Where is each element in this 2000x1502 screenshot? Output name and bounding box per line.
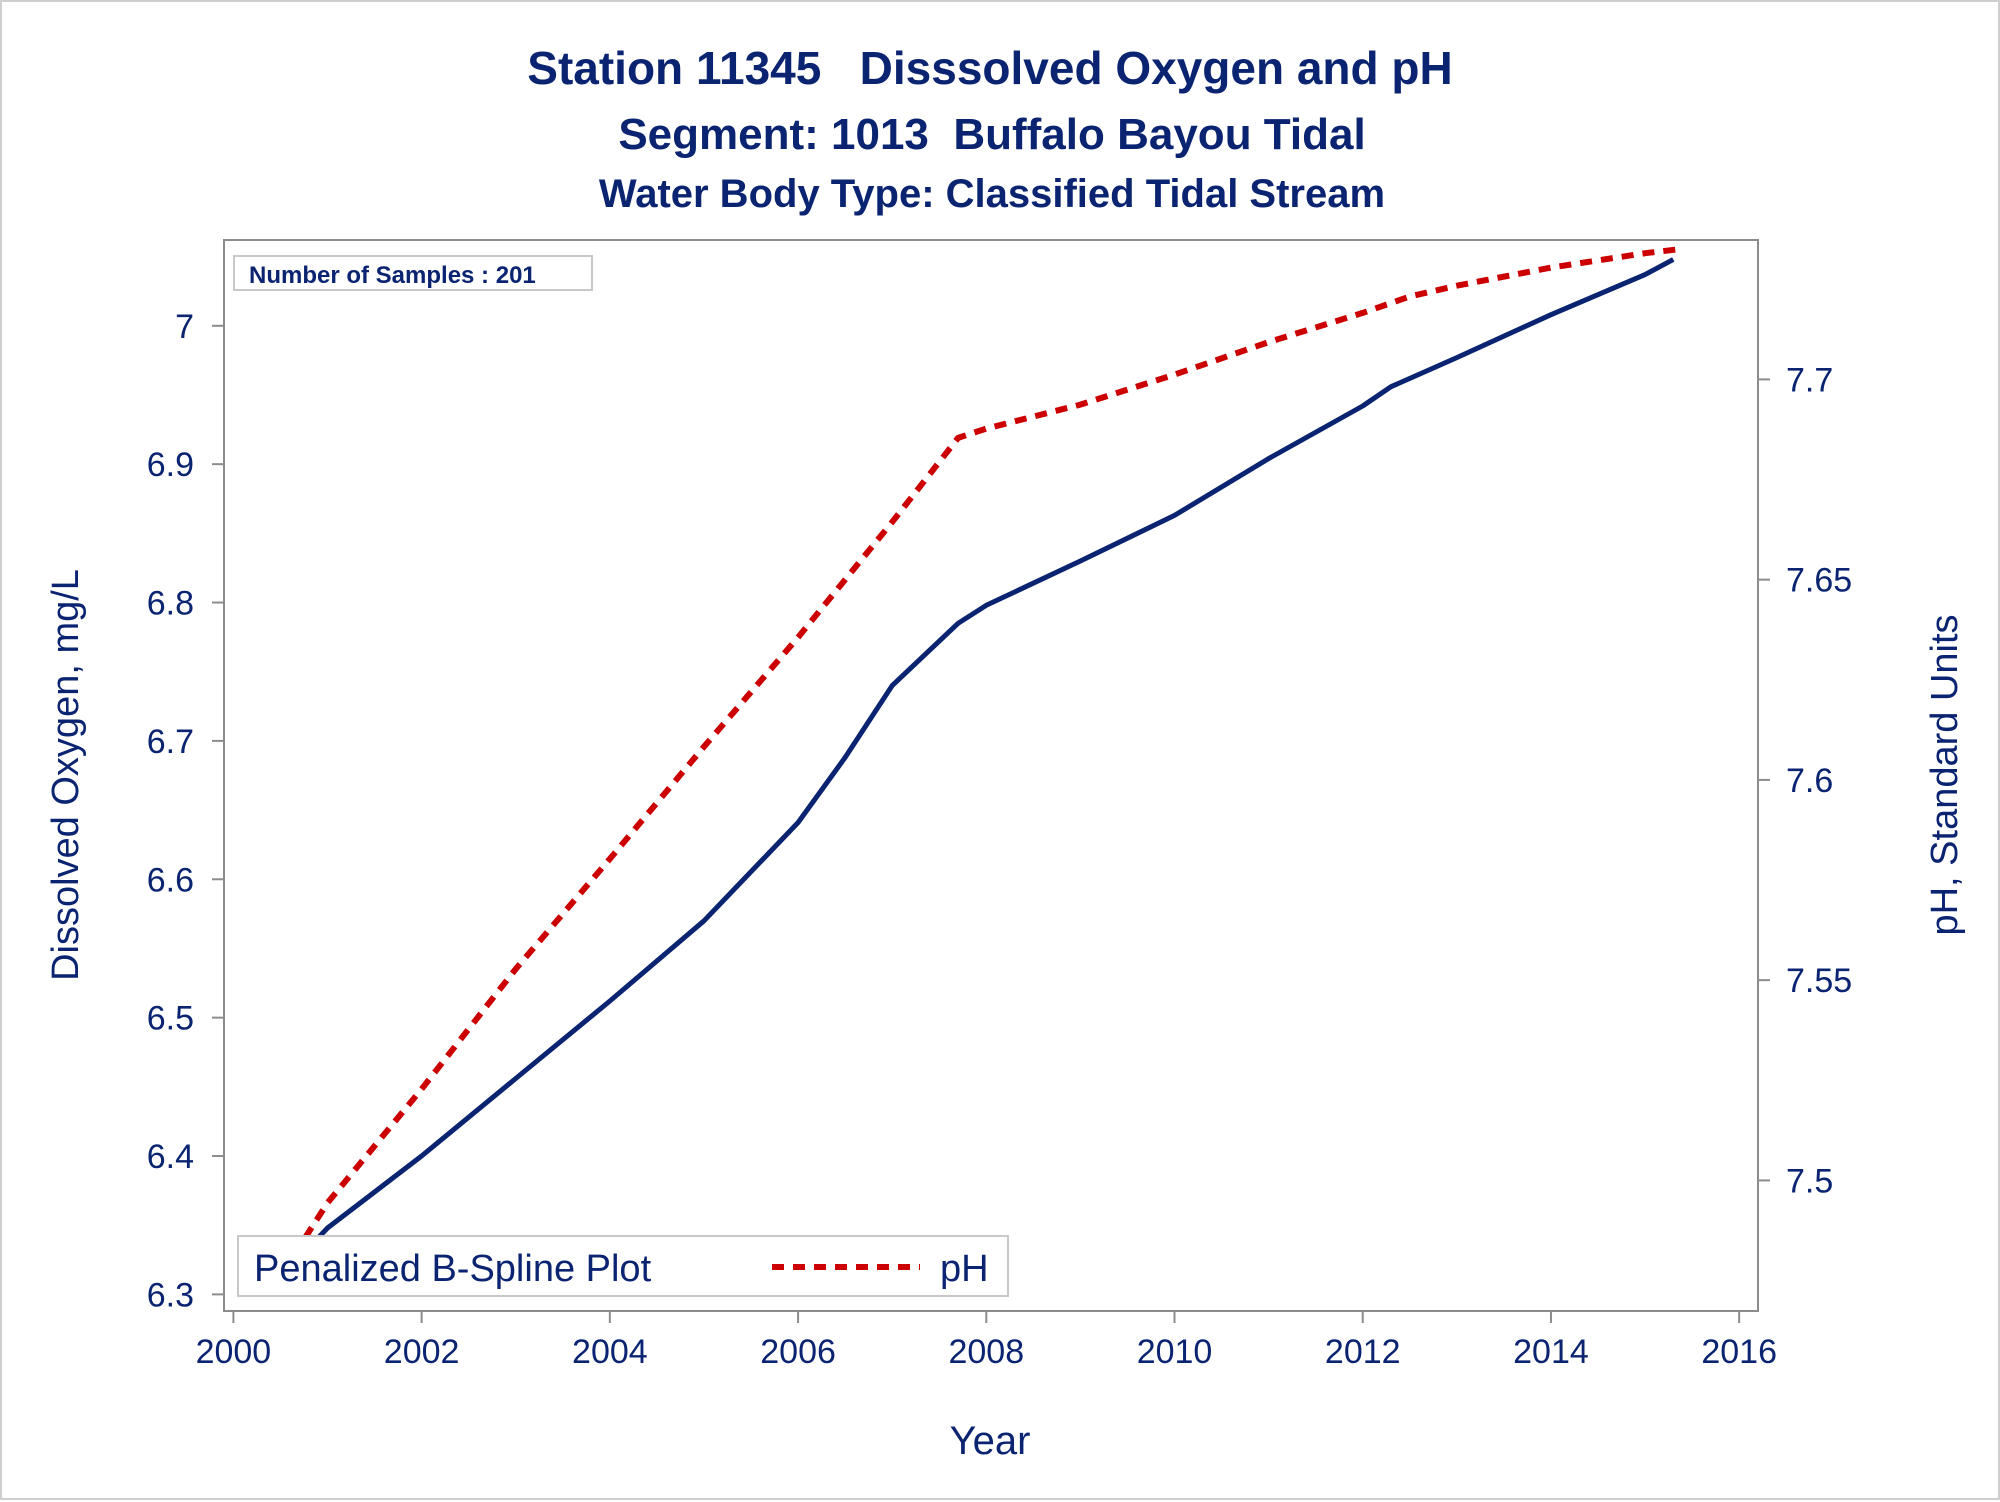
series-line-dissolved-oxygen bbox=[269, 257, 1675, 1290]
y-tick-label: 6.6 bbox=[147, 861, 194, 899]
x-tick-label: 2010 bbox=[1137, 1333, 1213, 1371]
y2-axis-label: pH, Standard Units bbox=[1924, 614, 1966, 935]
x-tick-label: 2014 bbox=[1513, 1333, 1589, 1371]
x-axis-label: Year bbox=[950, 1419, 1031, 1463]
x-tick-label: 2006 bbox=[760, 1333, 836, 1371]
x-tick-label: 2016 bbox=[1701, 1333, 1777, 1371]
y-tick-label: 6.4 bbox=[147, 1138, 194, 1176]
y-tick-label: 6.7 bbox=[147, 723, 194, 761]
y-axis-label: Dissolved Oxygen, mg/L bbox=[45, 569, 87, 981]
y2-axis-ticks: 7.5 7.55 7.6 7.65 7.7 bbox=[1758, 361, 1852, 1200]
chart-title: Station 11345 Disssolved Oxygen and pH bbox=[527, 42, 1452, 94]
y2-tick-label: 7.55 bbox=[1786, 962, 1852, 1000]
y2-tick-label: 7.6 bbox=[1786, 762, 1833, 800]
sample-count-label: Number of Samples : 201 bbox=[249, 262, 536, 289]
chart-subtitle: Segment: 1013 Buffalo Bayou Tidal bbox=[618, 110, 1365, 159]
y-tick-label: 6.9 bbox=[147, 446, 194, 484]
y2-tick-label: 7.65 bbox=[1786, 562, 1852, 600]
x-axis-ticks: 2000 2002 2004 2006 2008 2010 2012 2014 2016 bbox=[196, 1311, 1777, 1371]
x-tick-label: 2008 bbox=[948, 1333, 1024, 1371]
y2-tick-label: 7.5 bbox=[1786, 1162, 1833, 1200]
sample-count-inset: Number of Samples : 201 bbox=[233, 255, 593, 291]
x-tick-label: 2012 bbox=[1325, 1333, 1401, 1371]
legend: Penalized B-Spline Plot pH bbox=[237, 1235, 1009, 1297]
series-layer bbox=[268, 245, 1684, 1293]
x-tick-label: 2000 bbox=[196, 1333, 272, 1371]
legend-entry-spline: Penalized B-Spline Plot bbox=[254, 1248, 652, 1290]
x-tick-label: 2004 bbox=[572, 1333, 648, 1371]
x-tick-label: 2002 bbox=[384, 1333, 460, 1371]
y-tick-label: 7 bbox=[175, 308, 194, 346]
y-tick-label: 6.3 bbox=[147, 1276, 194, 1314]
series-line-ph bbox=[268, 245, 1684, 1293]
chart-subtitle-2: Water Body Type: Classified Tidal Stream bbox=[599, 172, 1385, 216]
y-tick-label: 6.5 bbox=[147, 1000, 194, 1038]
y-axis-ticks: 6.3 6.4 6.5 6.6 6.7 6.8 6.9 7 bbox=[147, 308, 224, 1314]
legend-entry-ph: pH bbox=[940, 1248, 989, 1290]
sample-count-box bbox=[233, 255, 593, 291]
y2-tick-label: 7.7 bbox=[1786, 361, 1833, 399]
y-tick-label: 6.8 bbox=[147, 585, 194, 623]
plot-area-frame bbox=[223, 239, 1759, 1312]
